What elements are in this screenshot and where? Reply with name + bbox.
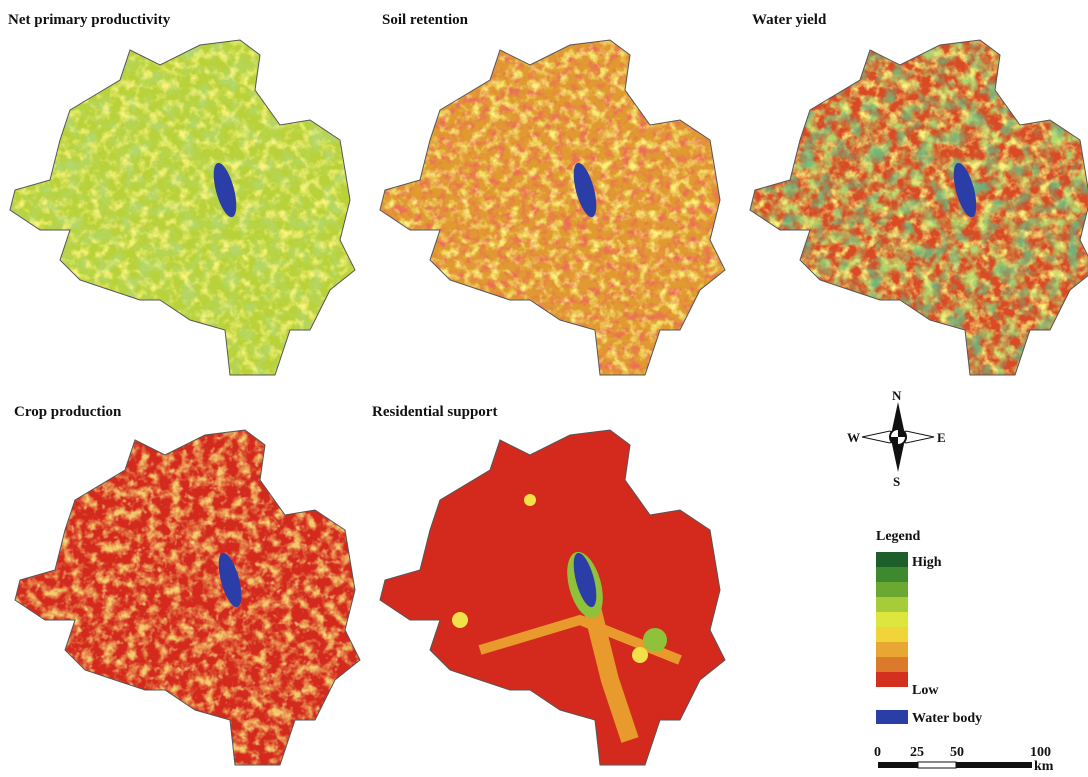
scale-label: 25: [910, 745, 924, 760]
scale-bar: 0 25 50 100 km: [874, 745, 1054, 772]
panel-title: Crop production: [14, 404, 122, 420]
compass-label: W: [847, 430, 860, 445]
compass: N S E W: [847, 388, 946, 489]
map-soil: [380, 30, 730, 380]
panel-title: Net primary productivity: [8, 12, 171, 28]
legend-high: High: [912, 555, 942, 570]
scale-unit: km: [1034, 759, 1054, 772]
compass-label: N: [892, 388, 902, 403]
map-crop: [15, 420, 365, 770]
compass-label: S: [893, 474, 900, 489]
legend-water: Water body: [912, 711, 982, 726]
map-residential: [380, 420, 730, 770]
compass-label: E: [937, 430, 946, 445]
scale-label: 50: [950, 745, 964, 760]
scale-label: 0: [874, 745, 881, 760]
panel-title: Water yield: [752, 12, 827, 28]
legend-title: Legend: [876, 529, 921, 544]
legend: Legend High Low Water body: [876, 529, 982, 726]
scale-label: 100: [1030, 745, 1051, 760]
map-water: [750, 30, 1088, 380]
legend-low: Low: [912, 683, 939, 698]
figure: Net primary productivity Soil retention …: [0, 0, 1088, 772]
panel-title: Residential support: [372, 404, 497, 420]
map-npp: [10, 30, 360, 380]
panel-title: Soil retention: [382, 12, 469, 28]
